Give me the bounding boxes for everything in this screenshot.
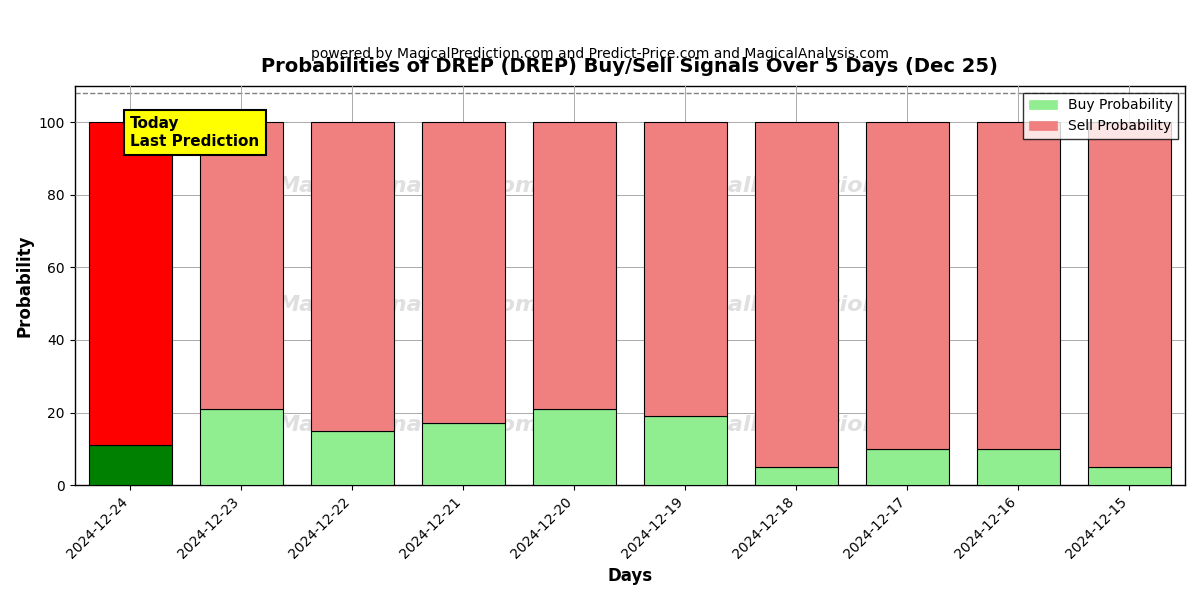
- Text: Today
Last Prediction: Today Last Prediction: [130, 116, 259, 149]
- Bar: [89, 445, 172, 485]
- Bar: [643, 416, 727, 485]
- Title: Probabilities of DREP (DREP) Buy/Sell Signals Over 5 Days (Dec 25): Probabilities of DREP (DREP) Buy/Sell Si…: [262, 57, 998, 76]
- Y-axis label: Probability: Probability: [16, 234, 34, 337]
- Text: MagicalAnalysis.com: MagicalAnalysis.com: [277, 176, 539, 196]
- Text: MagicalPrediction.com: MagicalPrediction.com: [654, 176, 938, 196]
- Bar: [311, 122, 394, 431]
- Bar: [533, 122, 616, 409]
- Bar: [1088, 122, 1171, 467]
- Bar: [421, 122, 505, 424]
- Bar: [977, 449, 1060, 485]
- Bar: [865, 122, 949, 449]
- Text: MagicalAnalysis.com: MagicalAnalysis.com: [277, 415, 539, 435]
- Bar: [89, 122, 172, 445]
- Bar: [977, 122, 1060, 449]
- Bar: [199, 122, 283, 409]
- Bar: [421, 424, 505, 485]
- X-axis label: Days: Days: [607, 567, 653, 585]
- Text: MagicalAnalysis.com: MagicalAnalysis.com: [277, 295, 539, 316]
- Bar: [865, 449, 949, 485]
- Bar: [1088, 467, 1171, 485]
- Bar: [311, 431, 394, 485]
- Bar: [755, 122, 838, 467]
- Bar: [755, 467, 838, 485]
- Bar: [643, 122, 727, 416]
- Text: MagicalPrediction.com: MagicalPrediction.com: [654, 415, 938, 435]
- Bar: [533, 409, 616, 485]
- Text: MagicalPrediction.com: MagicalPrediction.com: [654, 295, 938, 316]
- Text: powered by MagicalPrediction.com and Predict-Price.com and MagicalAnalysis.com: powered by MagicalPrediction.com and Pre…: [311, 47, 889, 61]
- Legend: Buy Probability, Sell Probability: Buy Probability, Sell Probability: [1024, 93, 1178, 139]
- Bar: [199, 409, 283, 485]
